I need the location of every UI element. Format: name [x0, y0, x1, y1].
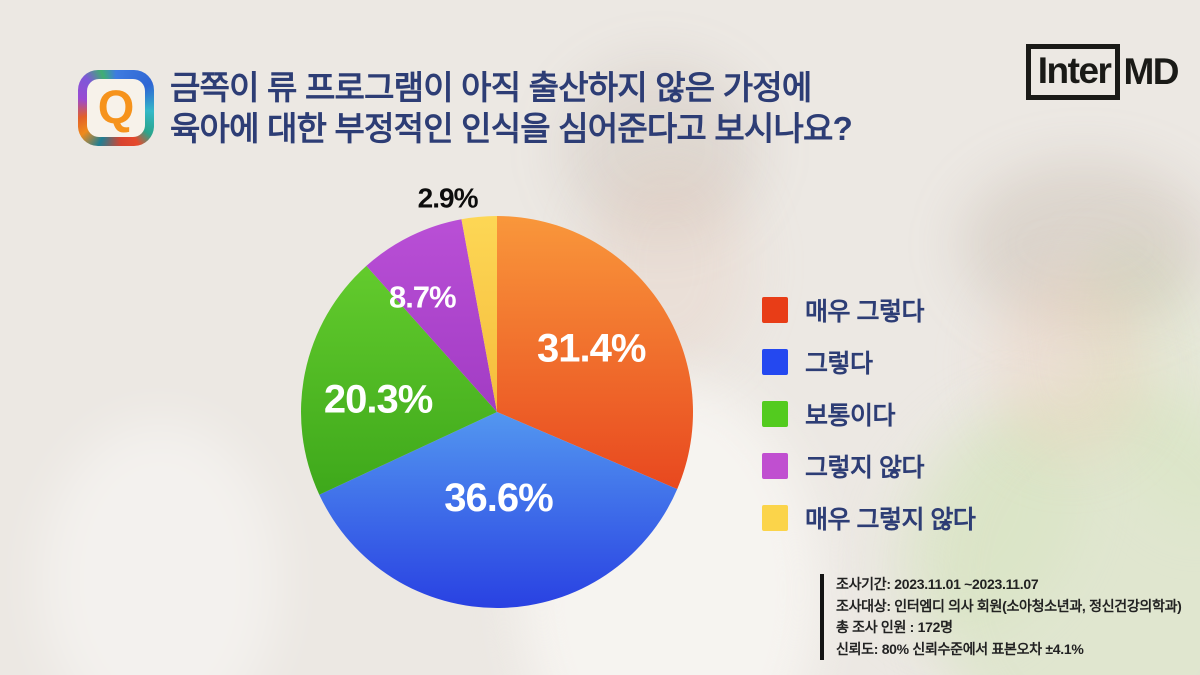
legend-label-4: 매우 그렇지 않다: [805, 506, 976, 534]
legend-swatch-3: [762, 453, 788, 479]
legend-swatch-1: [762, 349, 788, 375]
q-letter: Q: [97, 79, 135, 133]
pie-chart: 31.4% 36.6% 20.3% 8.7% 2.9%: [277, 167, 717, 637]
title-line-1: 금쪽이 류 프로그램이 아직 출산하지 않은 가정에: [170, 69, 812, 106]
legend-item-3: 그렇지 않다: [762, 440, 975, 492]
pie-slice-2: [301, 265, 497, 495]
logo-framed-text: Inter: [1025, 44, 1121, 100]
legend-item-0: 매우 그렇다: [762, 284, 975, 336]
page-title: 금쪽이 류 프로그램이 아직 출산하지 않은 가정에 육아에 대한 부정적인 인…: [170, 67, 853, 149]
pie-value-label-3: 8.7%: [389, 279, 456, 314]
footer-line-0: 조사기간: 2023.11.01 ~2023.11.07: [836, 576, 1039, 592]
footer-line-2: 총 조사 인원 : 172명: [836, 619, 953, 635]
logo-suffix-text: MD: [1123, 51, 1179, 92]
pie-value-label-0: 31.4%: [537, 326, 646, 370]
pie-value-label-4: 2.9%: [418, 183, 479, 214]
legend-label-3: 그렇지 않다: [805, 454, 924, 482]
pie-value-label-1: 36.6%: [444, 476, 553, 520]
question-badge: Q: [78, 70, 154, 146]
legend-item-1: 그렇다: [762, 336, 975, 388]
pie-slice-3: [366, 219, 497, 412]
background-photo-room: [40, 420, 280, 675]
background-photo-child-face: [990, 270, 1150, 460]
legend-label-1: 그렇다: [805, 350, 873, 378]
legend-swatch-4: [762, 505, 788, 531]
legend-swatch-0: [762, 297, 788, 323]
legend-label-0: 매우 그렇다: [805, 298, 924, 326]
footer-line-1: 조사대상: 인터엠디 의사 회원(소아청소년과, 정신건강의학과): [836, 597, 1182, 614]
legend-item-2: 보통이다: [762, 388, 975, 440]
footer-note: 조사기간: 2023.11.01 ~2023.11.07 조사대상: 인터엠디 의…: [820, 574, 1182, 660]
pie-slice-0: [497, 216, 693, 490]
footer-line-3: 신뢰도: 80% 신뢰수준에서 표본오차 ±4.1%: [836, 640, 1084, 657]
legend-swatch-2: [762, 401, 788, 427]
pie-slice-4: [461, 216, 497, 412]
background-photo-child-arm: [1043, 213, 1200, 547]
pie-value-label-2: 20.3%: [324, 378, 433, 422]
title-line-2: 육아에 대한 부정적인 인식을 심어준다고 보시나요?: [170, 110, 853, 147]
legend-label-2: 보통이다: [805, 402, 896, 430]
intermd-logo: Inter MD: [1025, 44, 1179, 100]
pie-slice-1: [319, 412, 678, 608]
background-photo-child-hair: [960, 160, 1200, 330]
question-badge-inner: Q: [87, 79, 145, 137]
legend-item-4: 매우 그렇지 않다: [762, 492, 976, 544]
